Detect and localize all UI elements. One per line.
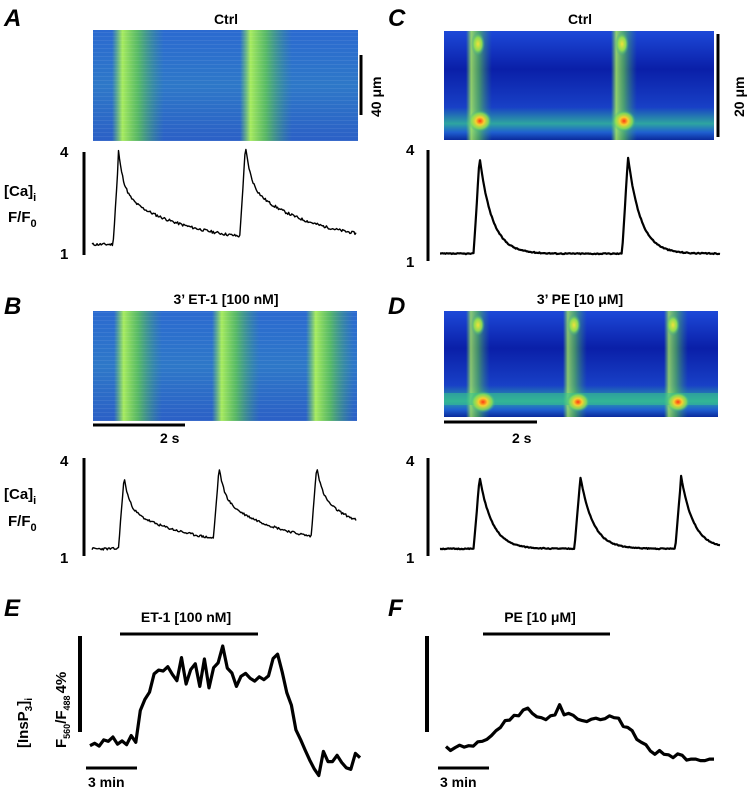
panel-label-c: C (388, 5, 406, 32)
axis-b-ratio: F/F0 (8, 513, 37, 534)
panel-d-title: 3’ PE [10 μM] (537, 291, 623, 307)
panel-label-b: B (4, 293, 21, 320)
panel-b-title: 3’ ET-1 [100 nM] (173, 291, 278, 307)
time-scale-e-label: 3 min (88, 774, 125, 790)
scalebar-b-label: 2 s (160, 430, 180, 446)
panel-label-e: E (4, 595, 21, 622)
axis-a-max: 4 (60, 144, 69, 161)
axis-e-label: [InsP3]i (15, 698, 35, 748)
insp3-trace-f (444, 703, 714, 763)
axis-b-min: 1 (60, 550, 68, 567)
time-scale-f-label: 3 min (440, 774, 477, 790)
axis-d-max: 4 (406, 453, 415, 470)
insp3-trace-e (89, 644, 362, 778)
ca-trace-b (91, 469, 357, 551)
axis-d-min: 1 (406, 550, 414, 567)
axis-e-ratio: F560/F4884% (53, 672, 72, 748)
ca-trace-d (439, 474, 721, 551)
scalebar-d-label: 2 s (512, 430, 532, 446)
drug-bar-e-label: ET-1 [100 nM] (141, 609, 231, 625)
linescan-a (93, 30, 358, 141)
axis-b-label: [Ca]i (4, 486, 36, 507)
linescan-b (93, 311, 357, 421)
linescan-d (444, 311, 718, 417)
panel-label-f: F (388, 595, 404, 622)
panel-a-title: Ctrl (214, 11, 238, 27)
scalebar-c-label: 20 μm (731, 77, 747, 117)
scalebar-a-label: 40 μm (368, 77, 384, 117)
axis-b-max: 4 (60, 453, 69, 470)
panel-label-a: A (3, 5, 21, 32)
axis-a-label: [Ca]i (4, 183, 36, 204)
panel-c-title: Ctrl (568, 11, 592, 27)
ca-trace-a (91, 148, 357, 247)
drug-bar-f-label: PE [10 μM] (504, 609, 576, 625)
axis-c-min: 1 (406, 254, 414, 271)
axis-a-ratio: F/F0 (8, 209, 37, 230)
ca-trace-c (440, 156, 721, 256)
axis-a-min: 1 (60, 246, 68, 263)
axis-c-max: 4 (406, 142, 415, 159)
linescan-c (444, 31, 714, 140)
panel-label-d: D (388, 293, 405, 320)
